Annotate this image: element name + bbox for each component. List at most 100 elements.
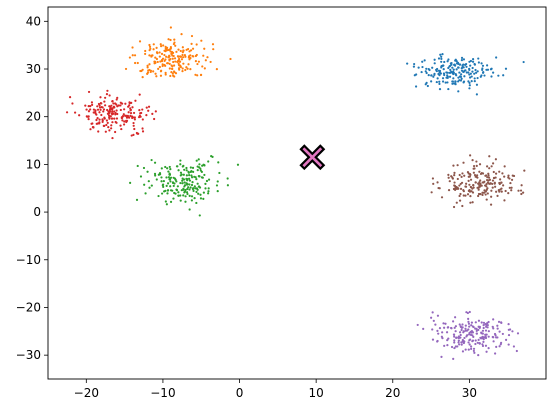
data-point	[185, 174, 188, 177]
data-point	[432, 75, 435, 78]
data-point	[178, 60, 182, 63]
data-point	[507, 174, 510, 177]
data-point	[190, 174, 193, 177]
data-point	[199, 197, 203, 200]
data-point	[476, 174, 479, 177]
data-point	[109, 115, 112, 118]
data-point	[477, 319, 481, 322]
data-point	[434, 323, 437, 326]
data-point	[466, 171, 470, 174]
data-point	[144, 49, 147, 53]
data-point	[481, 193, 484, 197]
data-point	[460, 73, 463, 76]
data-point	[482, 191, 486, 194]
data-point	[169, 57, 172, 61]
data-point	[479, 336, 482, 339]
data-point	[182, 62, 185, 65]
data-point	[165, 176, 168, 179]
data-point	[177, 191, 180, 194]
data-point	[100, 113, 103, 117]
data-point	[504, 189, 507, 193]
data-point	[502, 74, 505, 77]
data-point	[511, 174, 514, 177]
data-point	[193, 175, 196, 178]
x-tick-label: −10	[150, 386, 175, 400]
data-point	[204, 59, 207, 62]
data-point	[169, 189, 173, 192]
data-point	[485, 183, 488, 186]
x-axis: −20 −10 0 10 20 30	[74, 379, 477, 400]
data-point	[453, 181, 456, 184]
data-point	[141, 108, 144, 111]
data-point	[474, 181, 477, 184]
data-point	[183, 191, 186, 194]
data-point	[183, 181, 186, 184]
data-point	[74, 111, 77, 114]
data-point	[87, 90, 91, 94]
data-point	[485, 178, 489, 182]
data-point	[502, 184, 505, 187]
data-point	[103, 116, 106, 119]
data-point	[185, 169, 188, 172]
data-point	[503, 199, 506, 202]
data-point	[406, 62, 409, 65]
data-point	[138, 93, 141, 96]
data-point	[420, 70, 423, 74]
data-point	[497, 74, 500, 77]
data-point	[159, 74, 163, 77]
data-point	[133, 61, 137, 65]
data-point	[496, 194, 499, 197]
data-point	[413, 62, 416, 66]
data-point	[436, 340, 439, 343]
data-point	[173, 41, 176, 44]
data-point	[179, 194, 182, 197]
data-point	[490, 165, 493, 168]
data-point	[443, 344, 446, 347]
data-point	[139, 175, 143, 178]
data-point	[473, 167, 476, 170]
y-tick-label: 10	[26, 157, 41, 171]
data-point	[110, 127, 113, 130]
data-point	[114, 102, 117, 105]
data-point	[462, 70, 465, 73]
data-point	[115, 117, 119, 120]
data-point	[507, 328, 510, 331]
data-point	[157, 173, 160, 176]
data-point	[421, 60, 424, 63]
data-point	[84, 104, 87, 107]
cluster-2	[124, 26, 232, 79]
data-point	[456, 61, 460, 64]
data-point	[97, 130, 100, 133]
data-point	[183, 54, 187, 57]
data-point	[147, 109, 150, 112]
data-point	[132, 111, 136, 115]
data-point	[486, 192, 489, 195]
data-point	[440, 60, 443, 63]
data-points	[65, 26, 526, 360]
data-point	[226, 184, 229, 187]
data-point	[486, 165, 489, 168]
data-point	[452, 320, 455, 323]
data-point	[456, 164, 459, 167]
data-point	[187, 186, 190, 189]
data-point	[469, 186, 473, 189]
data-point	[188, 183, 191, 186]
data-point	[65, 111, 69, 114]
data-point	[190, 49, 193, 52]
data-point	[182, 178, 186, 181]
cluster-1	[406, 53, 525, 96]
data-point	[461, 66, 464, 69]
data-point	[186, 192, 189, 196]
data-point	[463, 174, 466, 177]
data-point	[487, 330, 490, 333]
data-point	[191, 181, 194, 184]
data-point	[166, 167, 169, 170]
data-point	[492, 340, 495, 343]
data-point	[194, 60, 197, 63]
data-point	[132, 121, 135, 125]
data-point	[164, 189, 167, 192]
data-point	[431, 328, 434, 331]
data-point	[164, 73, 167, 76]
data-point	[181, 182, 184, 185]
data-point	[187, 55, 191, 58]
